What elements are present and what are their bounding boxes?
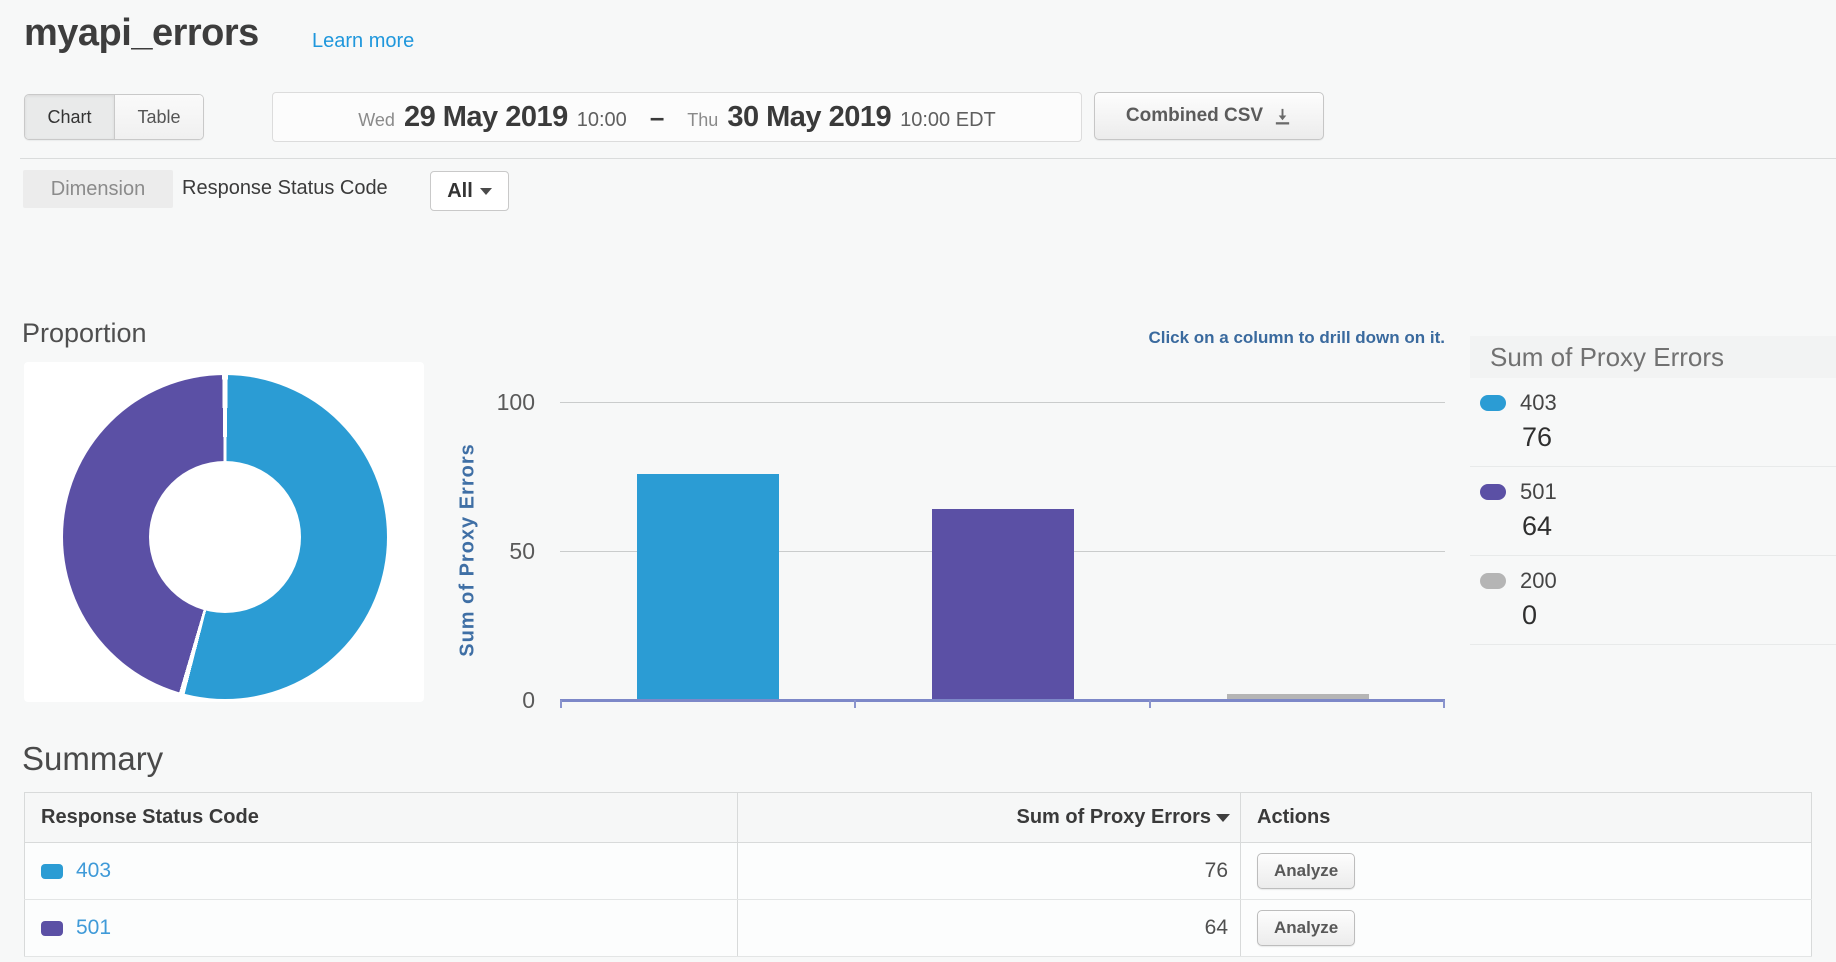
row-swatch-403 [41,863,63,879]
proxy-errors-value: 64 [737,899,1241,957]
legend-label: 200 [1520,568,1557,593]
to-date: 30 May 2019 [727,101,892,133]
dimension-name: Response Status Code [182,177,388,199]
summary-title: Summary [22,740,164,777]
bar-200[interactable] [1226,694,1369,700]
header-divider [20,158,1836,159]
bar-403[interactable] [636,473,779,700]
status-code-link[interactable]: 501 [76,916,112,939]
legend-items: 403 76 501 64 200 0 [1470,378,1836,645]
legend-item-501: 501 64 [1470,467,1836,556]
x-axis-tick [560,700,562,708]
gridline-100 [560,402,1445,403]
proportion-title: Proportion [22,318,147,348]
learn-more-link[interactable]: Learn more [312,30,415,52]
date-range-separator: – [649,102,665,132]
to-day: Thu [687,110,719,130]
legend-label: 501 [1520,479,1557,504]
from-time: 10:00 [576,109,627,131]
summary-table: Response Status Code Sum of Proxy Errors… [24,792,1812,957]
chart-toggle-button[interactable]: Chart [25,95,114,139]
dimension-filter-value: All [447,179,473,202]
legend-value: 0 [1522,600,1538,630]
proportion-donut-card [24,362,424,702]
view-toggle: Chart Table [24,94,204,140]
summary-row-403: 403 76 Analyze [24,842,1812,900]
dimension-label: Dimension [23,170,173,208]
analyze-button[interactable]: Analyze [1257,910,1356,946]
download-icon [1275,108,1290,124]
col-header-actions: Actions [1240,792,1812,843]
donut-hole [149,461,301,613]
legend-value: 64 [1522,511,1553,541]
legend-value: 76 [1522,422,1553,452]
status-code-link[interactable]: 403 [76,859,112,882]
legend-swatch-403 [1480,395,1506,411]
summary-row-501: 501 64 Analyze [24,899,1812,957]
drill-down-hint[interactable]: Click on a column to drill down on it. [1148,328,1445,347]
legend-label: 403 [1520,390,1557,415]
legend-swatch-200 [1480,573,1506,589]
summary-header-row: Response Status Code Sum of Proxy Errors… [24,792,1812,843]
y-tick-50: 50 [509,538,535,564]
table-toggle-button[interactable]: Table [114,95,203,139]
col-header-sum-of-proxy-errors[interactable]: Sum of Proxy Errors [737,792,1241,843]
legend-swatch-501 [1480,484,1506,500]
dimension-filter-dropdown[interactable]: All [430,171,509,211]
y-tick-0: 0 [522,687,535,713]
legend-item-200: 200 0 [1470,556,1836,645]
page-title: myapi_errors [24,12,259,54]
bar-501[interactable] [931,509,1074,700]
sort-descending-icon [1216,813,1230,822]
chevron-down-icon [479,187,492,195]
proxy-errors-value: 76 [737,842,1241,900]
legend-panel: Sum of Proxy Errors 403 76 501 64 200 0 [1470,336,1836,645]
combined-csv-label: Combined CSV [1125,105,1264,126]
date-range-picker[interactable]: Wed 29 May 2019 10:00 – Thu 30 May 2019 … [272,92,1082,142]
y-tick-100: 100 [496,389,535,415]
x-axis-tick [1443,700,1445,708]
combined-csv-button[interactable]: Combined CSV [1094,92,1324,140]
analyze-button[interactable]: Analyze [1257,853,1356,889]
x-axis-tick [1149,700,1151,708]
col-header-response-status-code: Response Status Code [24,792,738,843]
legend-title: Sum of Proxy Errors [1470,336,1836,378]
from-date: 29 May 2019 [403,101,568,133]
row-swatch-501 [41,920,63,936]
to-time: 10:00 EDT [900,109,996,131]
x-axis-tick [854,700,856,708]
from-day: Wed [358,110,395,130]
legend-item-403: 403 76 [1470,378,1836,467]
bar-chart-plot-area [560,402,1445,708]
x-axis-line [560,699,1445,702]
